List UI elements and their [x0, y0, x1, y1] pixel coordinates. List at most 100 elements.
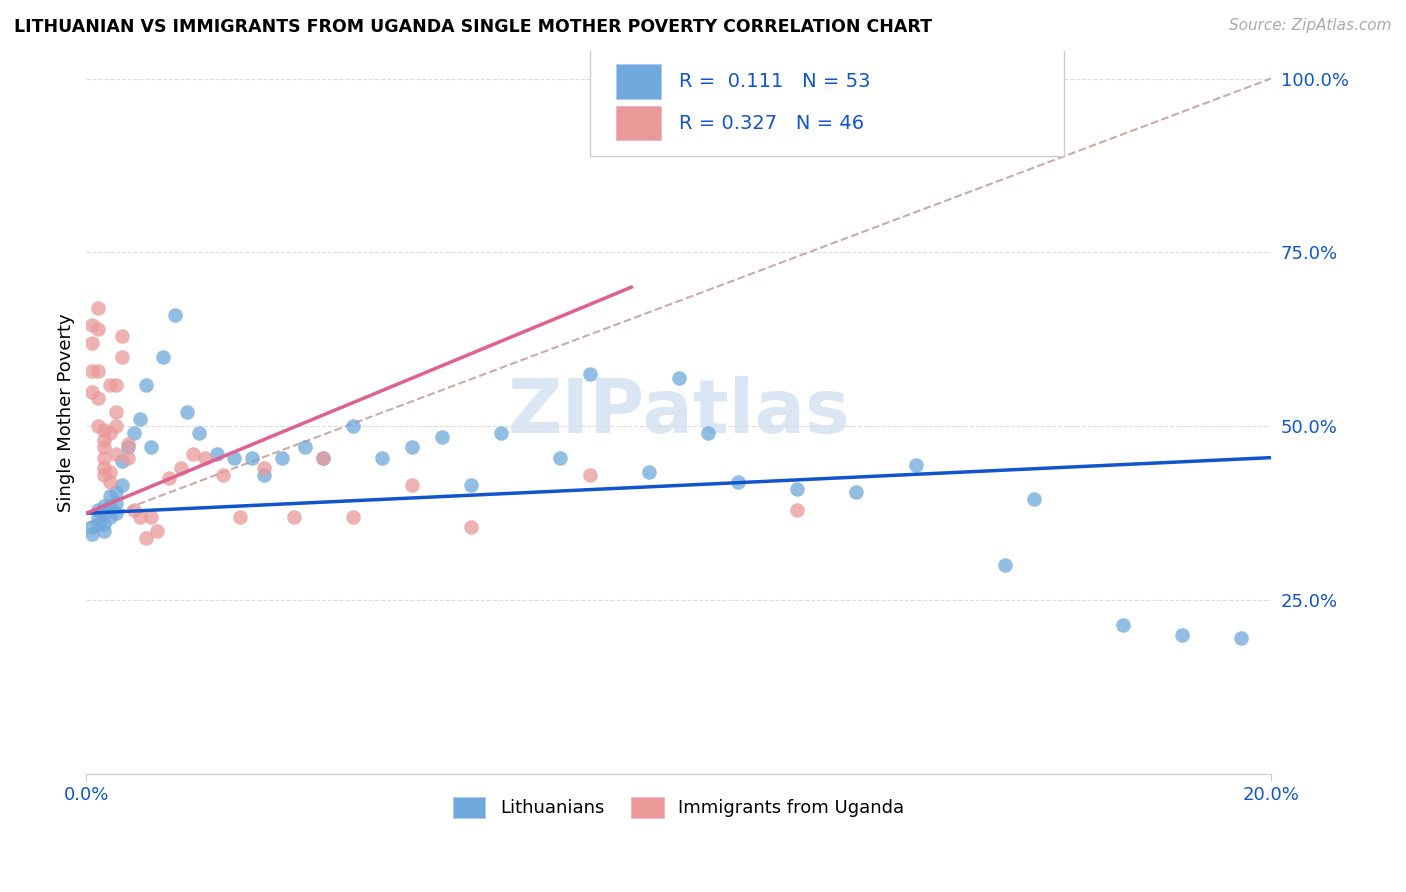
Point	[638, 465, 661, 479]
Point	[117, 450, 139, 465]
Point	[993, 558, 1015, 573]
Point	[87, 419, 110, 434]
Point	[157, 471, 180, 485]
Point	[489, 426, 512, 441]
Point	[87, 516, 110, 531]
Point	[904, 458, 927, 472]
Point	[668, 370, 690, 384]
Point	[141, 509, 163, 524]
Point	[135, 531, 157, 545]
Point	[401, 478, 423, 492]
Point	[111, 350, 134, 364]
Point	[82, 364, 104, 378]
Point	[181, 447, 204, 461]
Point	[697, 426, 720, 441]
Point	[104, 405, 127, 419]
Point	[128, 412, 150, 426]
Point	[98, 489, 121, 503]
Point	[294, 440, 316, 454]
FancyBboxPatch shape	[616, 64, 661, 99]
Point	[460, 478, 482, 492]
Point	[98, 509, 121, 524]
Point	[111, 478, 134, 492]
Point	[548, 450, 571, 465]
Point	[122, 426, 145, 441]
Point	[312, 450, 335, 465]
Text: R = 0.327   N = 46: R = 0.327 N = 46	[679, 113, 863, 133]
Point	[786, 482, 808, 496]
Point	[93, 524, 115, 538]
Point	[93, 450, 115, 465]
Point	[194, 450, 217, 465]
Point	[146, 524, 169, 538]
Text: LITHUANIAN VS IMMIGRANTS FROM UGANDA SINGLE MOTHER POVERTY CORRELATION CHART: LITHUANIAN VS IMMIGRANTS FROM UGANDA SIN…	[14, 18, 932, 36]
Point	[104, 485, 127, 500]
Point	[104, 377, 127, 392]
Legend: Lithuanians, Immigrants from Uganda: Lithuanians, Immigrants from Uganda	[444, 788, 914, 827]
Point	[87, 392, 110, 406]
Point	[312, 450, 335, 465]
Point	[104, 506, 127, 520]
Point	[371, 450, 394, 465]
Point	[1024, 492, 1046, 507]
Point	[87, 322, 110, 336]
Point	[93, 440, 115, 454]
Point	[845, 485, 868, 500]
Point	[1230, 632, 1253, 646]
Point	[98, 475, 121, 489]
Point	[579, 468, 602, 483]
Point	[117, 440, 139, 454]
Point	[224, 450, 246, 465]
Point	[240, 450, 263, 465]
Point	[152, 350, 174, 364]
Point	[270, 450, 292, 465]
Point	[104, 496, 127, 510]
Point	[93, 500, 115, 514]
Point	[87, 364, 110, 378]
Point	[229, 509, 252, 524]
Point	[211, 468, 233, 483]
Text: ZIPatlas: ZIPatlas	[508, 376, 851, 449]
Point	[727, 475, 749, 489]
Point	[82, 318, 104, 333]
Point	[82, 384, 104, 399]
Text: Source: ZipAtlas.com: Source: ZipAtlas.com	[1229, 18, 1392, 33]
Text: R =  0.111   N = 53: R = 0.111 N = 53	[679, 72, 870, 91]
Point	[93, 468, 115, 483]
Point	[111, 329, 134, 343]
Point	[187, 426, 209, 441]
Point	[205, 447, 228, 461]
Point	[342, 509, 364, 524]
Point	[1171, 628, 1194, 642]
Point	[98, 377, 121, 392]
Point	[430, 430, 453, 444]
Point	[82, 527, 104, 541]
Point	[128, 509, 150, 524]
Point	[82, 335, 104, 350]
Point	[98, 500, 121, 514]
Point	[93, 506, 115, 520]
Point	[111, 454, 134, 468]
Point	[82, 520, 104, 534]
Point	[98, 426, 121, 441]
Point	[87, 509, 110, 524]
Point	[117, 436, 139, 450]
Point	[93, 461, 115, 475]
Point	[401, 440, 423, 454]
Y-axis label: Single Mother Poverty: Single Mother Poverty	[58, 313, 75, 512]
Point	[170, 461, 193, 475]
Point	[1112, 617, 1135, 632]
Point	[165, 308, 187, 322]
Point	[135, 377, 157, 392]
Point	[460, 520, 482, 534]
Point	[176, 405, 198, 419]
Point	[786, 503, 808, 517]
Point	[87, 503, 110, 517]
Point	[283, 509, 305, 524]
Point	[104, 419, 127, 434]
FancyBboxPatch shape	[616, 105, 661, 140]
Point	[253, 468, 276, 483]
Point	[98, 465, 121, 479]
FancyBboxPatch shape	[591, 47, 1064, 155]
Point	[93, 434, 115, 448]
